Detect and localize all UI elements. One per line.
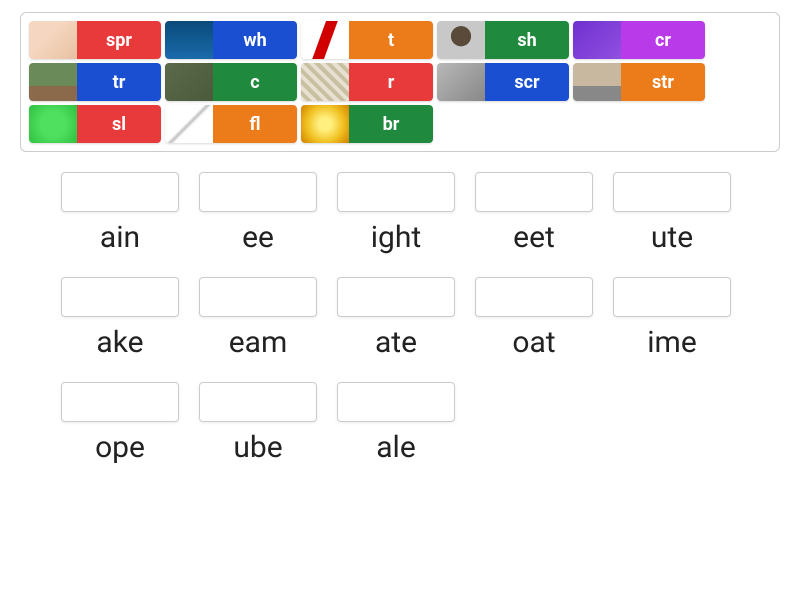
tile-label: wh xyxy=(213,21,297,59)
tile-label: r xyxy=(349,63,433,101)
drop-target[interactable] xyxy=(613,172,731,212)
drop-label: ake xyxy=(96,325,143,360)
drop-target[interactable] xyxy=(199,382,317,422)
drop-area: ain ee ight eet ute ake eam ate oat ime ope ube ale xyxy=(20,172,780,487)
drop-target[interactable] xyxy=(613,277,731,317)
tile-label: fl xyxy=(213,105,297,143)
drop-label: ain xyxy=(100,220,140,255)
drop-slot: ight xyxy=(336,172,456,255)
drop-label: oat xyxy=(512,325,555,360)
feet-icon xyxy=(29,21,77,59)
drop-target[interactable] xyxy=(337,382,455,422)
draggable-tile[interactable]: scr xyxy=(437,63,569,101)
drop-slot: ake xyxy=(60,277,180,360)
drop-slot: ime xyxy=(612,277,732,360)
tile-label: br xyxy=(349,105,433,143)
tile-label: str xyxy=(621,63,705,101)
drop-target[interactable] xyxy=(337,277,455,317)
drop-label: eet xyxy=(513,220,555,255)
tile-label: scr xyxy=(485,63,569,101)
drop-label: ee xyxy=(242,220,274,255)
draggable-tile[interactable]: cr xyxy=(573,21,705,59)
drop-label: ime xyxy=(647,325,697,360)
tile-label: cr xyxy=(621,21,705,59)
tile-label: spr xyxy=(77,21,161,59)
tile-label: c xyxy=(213,63,297,101)
draggable-tile[interactable]: br xyxy=(301,105,433,143)
drop-slot: ain xyxy=(60,172,180,255)
street-icon xyxy=(573,63,621,101)
source-row: sl fl br xyxy=(29,105,771,143)
draggable-tile[interactable]: sh xyxy=(437,21,569,59)
drop-target[interactable] xyxy=(475,277,593,317)
source-row: tr c r scr str xyxy=(29,63,771,101)
drop-slot: oat xyxy=(474,277,594,360)
drop-label: ate xyxy=(375,325,417,360)
drop-target[interactable] xyxy=(199,172,317,212)
rope-icon xyxy=(301,63,349,101)
shake-icon xyxy=(437,21,485,59)
draggable-tile[interactable]: tr xyxy=(29,63,161,101)
whale-icon xyxy=(165,21,213,59)
drop-slot: ube xyxy=(198,382,318,465)
source-row: spr wh t sh cr xyxy=(29,21,771,59)
draggable-tile[interactable]: sl xyxy=(29,105,161,143)
drop-slot: eet xyxy=(474,172,594,255)
tree-icon xyxy=(29,63,77,101)
draggable-tile[interactable]: t xyxy=(301,21,433,59)
tube-icon xyxy=(301,21,349,59)
screen-icon xyxy=(437,63,485,101)
drop-target[interactable] xyxy=(61,277,179,317)
draggable-tile[interactable]: r xyxy=(301,63,433,101)
drop-target[interactable] xyxy=(61,172,179,212)
drop-label: ube xyxy=(233,430,282,465)
drop-slot: ope xyxy=(60,382,180,465)
drop-slot: ee xyxy=(198,172,318,255)
drop-slot: ute xyxy=(612,172,732,255)
drop-label: ight xyxy=(371,220,421,255)
tile-label: t xyxy=(349,21,433,59)
drop-slot: ale xyxy=(336,382,456,465)
tile-label: sl xyxy=(77,105,161,143)
drop-target[interactable] xyxy=(61,382,179,422)
drop-target[interactable] xyxy=(475,172,593,212)
coat-icon xyxy=(165,63,213,101)
source-panel: sprwhtshcrtrcrscrstrslflbr xyxy=(20,12,780,152)
draggable-tile[interactable]: fl xyxy=(165,105,297,143)
draggable-tile[interactable]: c xyxy=(165,63,297,101)
draggable-tile[interactable]: str xyxy=(573,63,705,101)
bright-icon xyxy=(301,105,349,143)
drop-slot: ate xyxy=(336,277,456,360)
tile-label: sh xyxy=(485,21,569,59)
flute-icon xyxy=(165,105,213,143)
slime-icon xyxy=(29,105,77,143)
tile-label: tr xyxy=(77,63,161,101)
drop-label: ope xyxy=(95,430,145,465)
drop-label: ute xyxy=(651,220,693,255)
drop-label: ale xyxy=(376,430,416,465)
drop-target[interactable] xyxy=(199,277,317,317)
drop-label: eam xyxy=(229,325,288,360)
draggable-tile[interactable]: wh xyxy=(165,21,297,59)
drop-target[interactable] xyxy=(337,172,455,212)
draggable-tile[interactable]: spr xyxy=(29,21,161,59)
drop-slot: eam xyxy=(198,277,318,360)
crate-icon xyxy=(573,21,621,59)
